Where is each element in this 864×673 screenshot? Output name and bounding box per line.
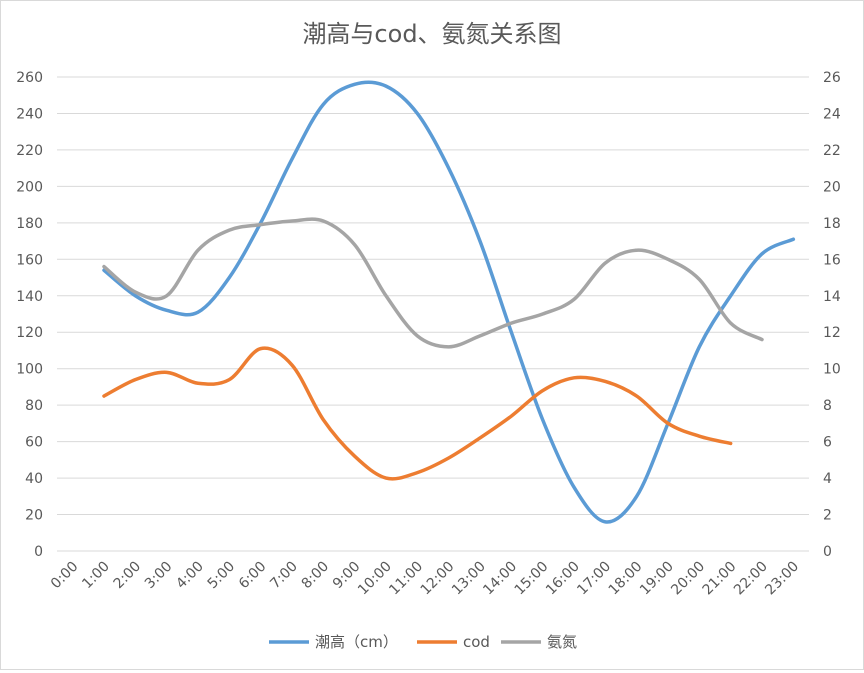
series-line-0 <box>102 80 796 524</box>
x-tick-label: 4:00 <box>173 559 207 593</box>
legend-label-2: 氨氮 <box>547 633 577 651</box>
x-tick-label: 22:00 <box>731 559 771 599</box>
y-left-tick-label: 200 <box>16 179 43 195</box>
y-left-axis: 0 20 40 60 80 100 120 140 160 180 200 220 240 260 <box>16 70 43 560</box>
x-tick-label: 0:00 <box>48 559 82 593</box>
y-left-tick-label: 180 <box>16 216 43 232</box>
y-left-tick-label: 160 <box>16 252 43 268</box>
x-tick-label: 15:00 <box>512 559 552 599</box>
legend: 潮高（cm） cod 氨氮 <box>269 633 577 651</box>
x-tick-label: 23:00 <box>762 559 802 599</box>
x-tick-label: 20:00 <box>668 559 708 599</box>
y-right-tick-label: 0 <box>823 544 832 560</box>
y-left-tick-label: 0 <box>34 544 43 560</box>
legend-label-0: 潮高（cm） <box>315 633 398 651</box>
grid <box>57 76 809 552</box>
x-tick-label: 12:00 <box>418 559 458 599</box>
x-tick-label: 19:00 <box>637 559 677 599</box>
x-tick-label: 13:00 <box>449 559 489 599</box>
y-right-tick-label: 10 <box>823 362 841 378</box>
y-right-tick-label: 4 <box>823 471 832 487</box>
series-layer <box>102 80 796 524</box>
chart-title: 潮高与cod、氨氮关系图 <box>302 20 561 48</box>
series-line-1 <box>102 346 733 481</box>
y-right-tick-label: 20 <box>823 179 841 195</box>
series-line-2 <box>102 217 764 349</box>
y-right-tick-label: 12 <box>823 325 841 341</box>
x-tick-label: 14:00 <box>480 559 520 599</box>
y-left-tick-label: 80 <box>25 398 43 414</box>
y-left-tick-label: 20 <box>25 508 43 524</box>
y-right-tick-label: 26 <box>823 70 841 86</box>
x-tick-label: 3:00 <box>142 559 176 593</box>
y-right-tick-label: 8 <box>823 398 832 414</box>
x-tick-label: 11:00 <box>386 559 426 599</box>
y-right-tick-label: 24 <box>823 106 841 122</box>
y-right-tick-label: 6 <box>823 435 832 451</box>
legend-label-1: cod <box>463 633 490 651</box>
x-tick-label: 1:00 <box>79 559 113 593</box>
x-tick-label: 10:00 <box>355 559 395 599</box>
y-left-tick-label: 40 <box>25 471 43 487</box>
y-right-tick-label: 18 <box>823 216 841 232</box>
y-right-tick-label: 14 <box>823 289 841 305</box>
y-left-tick-label: 60 <box>25 435 43 451</box>
x-tick-label: 21:00 <box>700 559 740 599</box>
y-left-tick-label: 120 <box>16 325 43 341</box>
y-left-tick-label: 140 <box>16 289 43 305</box>
x-tick-label: 6:00 <box>236 559 270 593</box>
x-tick-label: 8:00 <box>299 559 333 593</box>
y-right-tick-label: 2 <box>823 508 832 524</box>
x-tick-label: 5:00 <box>205 559 239 593</box>
y-left-tick-label: 240 <box>16 106 43 122</box>
x-axis: 0:001:002:003:004:005:006:007:008:009:00… <box>48 559 802 599</box>
y-right-tick-label: 16 <box>823 252 841 268</box>
y-left-tick-label: 100 <box>16 362 43 378</box>
y-left-tick-label: 260 <box>16 70 43 86</box>
x-tick-label: 2:00 <box>111 559 145 593</box>
x-tick-label: 17:00 <box>574 559 614 599</box>
y-left-tick-label: 220 <box>16 143 43 159</box>
x-tick-label: 18:00 <box>606 559 646 599</box>
x-tick-label: 16:00 <box>543 559 583 599</box>
y-right-tick-label: 22 <box>823 143 841 159</box>
x-tick-label: 7:00 <box>267 559 301 593</box>
